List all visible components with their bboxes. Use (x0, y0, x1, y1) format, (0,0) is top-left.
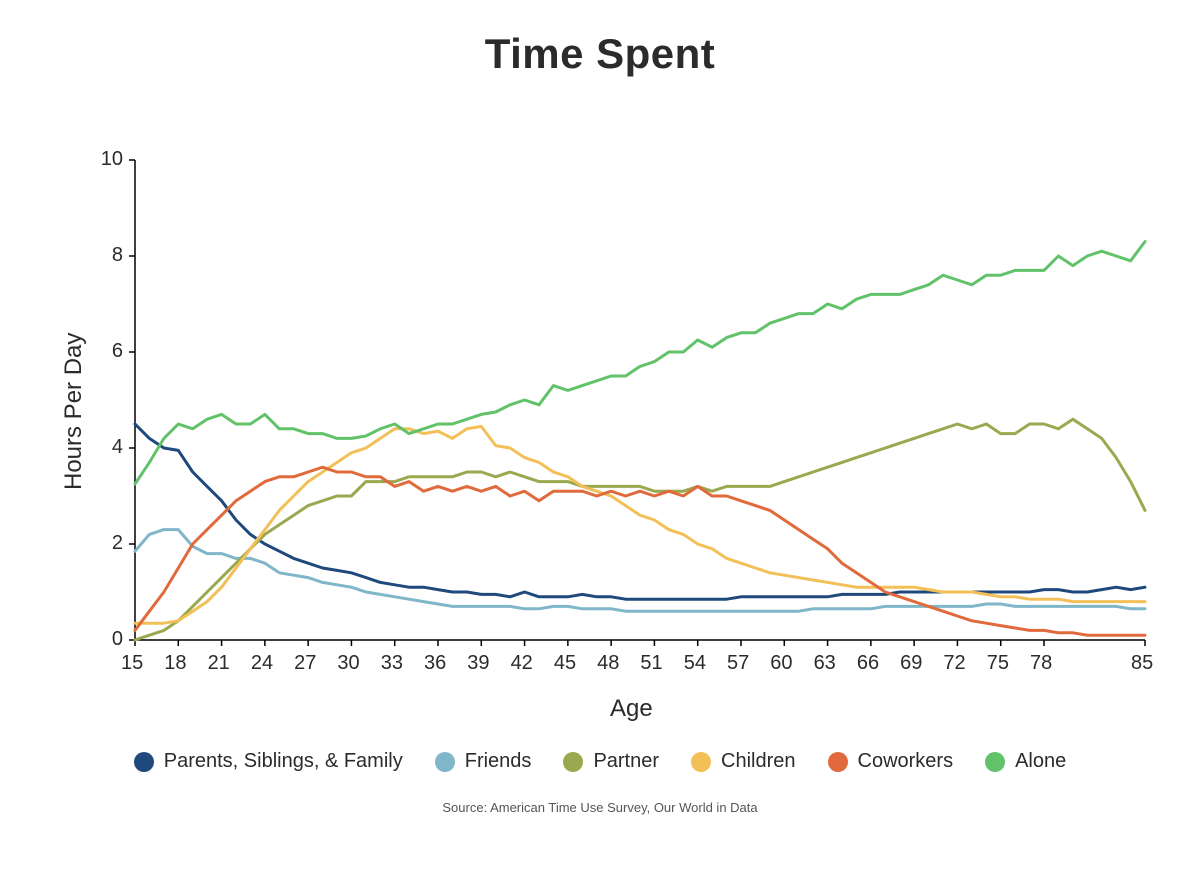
x-axis-label: Age (610, 695, 653, 723)
legend-dot (691, 752, 711, 772)
x-tick-label: 33 (381, 652, 403, 675)
x-tick-label: 15 (121, 652, 143, 675)
legend-dot (985, 752, 1005, 772)
x-tick-label: 85 (1131, 652, 1153, 675)
legend: Parents, Siblings, & Family Friends Partne… (70, 750, 1130, 773)
legend-item: Friends (435, 750, 532, 773)
y-tick-label: 4 (112, 436, 123, 459)
legend-label: Children (721, 750, 795, 773)
x-tick-label: 24 (251, 652, 273, 675)
x-tick-label: 57 (727, 652, 749, 675)
legend-item: Coworkers (828, 750, 954, 773)
legend-dot (134, 752, 154, 772)
chart-container: Time Spent Hours Per Day Age 0246810 151… (0, 0, 1200, 869)
legend-dot (435, 752, 455, 772)
x-tick-label: 72 (943, 652, 965, 675)
legend-item: Alone (985, 750, 1066, 773)
legend-label: Alone (1015, 750, 1066, 773)
y-tick-label: 10 (101, 148, 123, 171)
legend-item: Children (691, 750, 795, 773)
x-tick-label: 69 (900, 652, 922, 675)
x-tick-label: 78 (1030, 652, 1052, 675)
legend-label: Parents, Siblings, & Family (164, 750, 403, 773)
x-tick-label: 75 (987, 652, 1009, 675)
legend-dot (828, 752, 848, 772)
x-tick-label: 51 (640, 652, 662, 675)
legend-label: Friends (465, 750, 532, 773)
x-tick-label: 42 (511, 652, 533, 675)
x-tick-label: 63 (814, 652, 836, 675)
y-tick-label: 6 (112, 340, 123, 363)
x-tick-label: 60 (770, 652, 792, 675)
y-axis-label: Hours Per Day (60, 333, 88, 490)
legend-dot (563, 752, 583, 772)
x-tick-label: 54 (684, 652, 706, 675)
x-tick-label: 36 (424, 652, 446, 675)
legend-item: Partner (563, 750, 659, 773)
x-tick-label: 27 (294, 652, 316, 675)
source-text: Source: American Time Use Survey, Our Wo… (0, 800, 1200, 815)
legend-label: Partner (593, 750, 659, 773)
chart-plot (0, 0, 1200, 869)
y-tick-label: 8 (112, 244, 123, 267)
x-tick-label: 21 (208, 652, 230, 675)
x-tick-label: 48 (597, 652, 619, 675)
y-tick-label: 2 (112, 532, 123, 555)
legend-item: Parents, Siblings, & Family (134, 750, 403, 773)
x-tick-label: 30 (337, 652, 359, 675)
x-tick-label: 45 (554, 652, 576, 675)
x-tick-label: 66 (857, 652, 879, 675)
x-tick-label: 39 (467, 652, 489, 675)
x-tick-label: 18 (164, 652, 186, 675)
legend-label: Coworkers (858, 750, 954, 773)
y-tick-label: 0 (112, 628, 123, 651)
